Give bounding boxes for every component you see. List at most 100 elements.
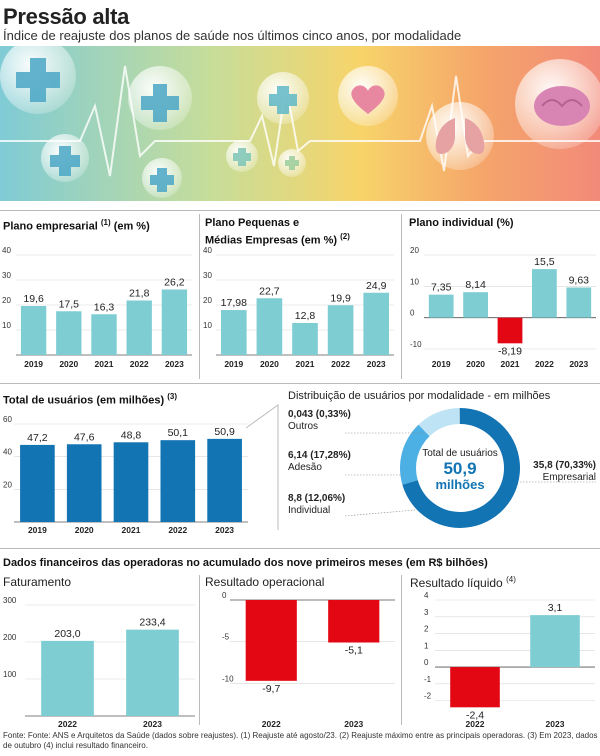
bar-2022 [532,269,557,318]
y-tick-label: -10 [410,340,422,349]
divider [0,383,600,384]
category-label: 2022 [331,359,350,369]
category-label: 2019 [28,525,47,535]
donut-center-value: 50,9 [443,459,477,478]
data-label: 233,4 [139,617,165,629]
y-tick-label: 10 [2,321,11,330]
data-label: -2,4 [466,709,484,721]
y-tick-label: 10 [203,321,212,330]
y-tick-label: 2 [424,625,429,634]
donut-center-unit: milhões [435,477,485,492]
y-tick-label: 40 [203,246,212,255]
data-label: 17,5 [59,298,80,310]
divider [401,214,402,379]
bar-2019 [220,310,247,355]
category-label: 2022 [262,719,281,729]
bar-2022 [450,667,500,708]
heart-bubble-icon [338,66,398,126]
data-label: 12,8 [295,310,316,322]
bar-2022 [41,640,94,716]
y-tick-label: 20 [2,296,11,305]
divider [401,575,402,725]
bar-2020 [463,292,488,318]
cross-bubble-icon [257,72,309,124]
y-tick-label: -5 [222,633,230,642]
panel-title-usuarios: Total de usuários (em milhões) (3) [3,392,178,407]
data-label: 48,8 [121,429,142,441]
y-tick-label: 20 [410,246,419,255]
category-label: 2023 [546,719,565,729]
page-title: Pressão alta [3,4,130,29]
legend-outros-value: 0,043 (0,33%) [288,409,351,420]
bar-2023 [207,438,242,522]
y-tick-label: 300 [3,596,17,605]
cross-bubble-icon [226,140,258,172]
legend-outros-name: Outros [288,421,319,432]
bar-2022 [160,440,196,522]
bar-2023 [530,615,580,668]
category-label: 2020 [75,525,94,535]
bar-2020 [256,298,283,355]
panel-title-empresarial: Plano empresarial (1) (em %) [3,218,150,233]
y-tick-label: 0 [222,591,227,600]
legend-adesao-name: Adesão [288,462,322,473]
bar-2023 [126,629,179,716]
donut-slice-individual [400,424,430,485]
data-label: 21,8 [129,288,150,300]
category-label: 2019 [224,359,243,369]
bar-2023 [363,292,390,355]
bar-2021 [292,323,318,355]
y-tick-label: 20 [203,296,212,305]
data-label: 17,98 [221,297,247,309]
bar-2020 [66,444,102,522]
legend-empresarial-name: Empresarial [542,472,596,483]
y-tick-label: -1 [424,675,432,684]
bar-2022 [126,300,152,355]
callout-line [245,404,279,530]
data-label: 50,9 [214,426,235,438]
y-tick-label: 30 [203,271,212,280]
divider [0,548,600,549]
bar-2023 [328,600,380,643]
cross-bubble-icon [142,158,182,198]
y-tick-label: 1 [424,641,429,650]
y-tick-label: 0 [424,658,429,667]
data-label: 7,35 [431,282,452,294]
y-tick-label: 10 [410,277,419,286]
y-tick-label: 20 [3,480,12,489]
y-tick-label: -2 [424,692,432,701]
bar-2021 [497,317,523,344]
category-label: 2023 [143,719,162,729]
legend-empresarial-value: 35,8 (70,33%) [533,460,596,471]
data-label: 50,1 [168,427,189,439]
section-title-financeiro: Dados financeiros das operadoras no acum… [3,557,488,569]
bar-2022 [327,305,354,355]
brain-bubble-icon [515,59,600,149]
category-label: 2021 [501,359,520,369]
category-label: 2021 [296,359,315,369]
bar-2021 [113,442,149,522]
category-label: 2020 [59,359,78,369]
data-label: 8,14 [465,279,486,291]
cross-bubble-icon [128,66,192,130]
category-label: 2020 [260,359,279,369]
category-label: 2021 [95,359,114,369]
panel-title-faturamento: Faturamento [3,575,72,589]
footer-source: Fonte: Fonte: ANS e Arquitetos da Saúde … [3,731,598,750]
data-label: 19,6 [23,293,44,305]
data-label: 15,5 [534,256,555,268]
legend-individual-name: Individual [288,505,331,516]
y-tick-label: 40 [3,448,12,457]
data-label: 203,0 [54,628,80,640]
data-label: 19,9 [330,292,351,304]
data-label: 22,7 [259,285,280,297]
category-label: 2022 [535,359,554,369]
donut-slice-adesão [418,408,460,437]
panel-title-resultado-operacional: Resultado operacional [205,575,325,589]
data-label: 47,6 [74,431,95,443]
bar-2022 [245,600,297,681]
